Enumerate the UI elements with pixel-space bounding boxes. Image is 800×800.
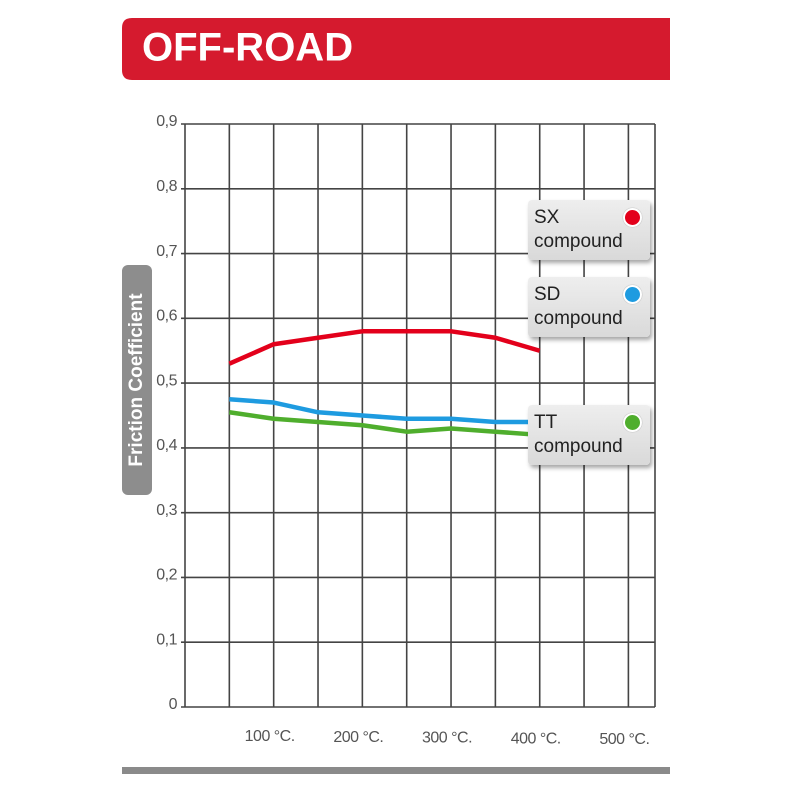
y-tick-label: 0,7 <box>156 243 177 260</box>
series-line <box>228 329 541 366</box>
legend-item: SD compound <box>528 277 650 337</box>
y-label-box <box>122 265 152 495</box>
x-tick-label: 200 °C. <box>333 729 383 746</box>
legend-label: TT compound <box>534 412 623 457</box>
y-tick-label: 0,5 <box>156 372 177 389</box>
y-tick-label: 0,9 <box>156 113 177 130</box>
legend-swatch <box>623 285 642 304</box>
x-tick-label: 100 °C. <box>245 728 295 745</box>
x-tick-label: 500 °C. <box>599 731 649 748</box>
legend-swatch <box>623 208 642 227</box>
y-tick-label: 0,4 <box>156 437 177 454</box>
y-tick-label: 0,6 <box>156 308 177 325</box>
legend-item: SX compound <box>528 200 650 260</box>
x-tick-label: 300 °C. <box>422 730 472 747</box>
legend-swatch <box>623 413 642 432</box>
chart-title: OFF-ROAD <box>142 26 353 70</box>
y-tick-label: 0 <box>169 696 178 713</box>
x-tick-label: 400 °C. <box>511 730 561 747</box>
y-tick-label: 0,3 <box>156 502 177 519</box>
y-axis-label: Friction Coefficient <box>126 293 147 467</box>
series-line <box>229 397 540 425</box>
y-tick-label: 0,8 <box>156 178 177 195</box>
y-tick-label: 0,1 <box>156 631 177 648</box>
y-tick-label: 0,2 <box>156 567 177 584</box>
legend-label: SD compound <box>534 284 623 329</box>
bottom-rule <box>122 767 670 774</box>
series-line <box>229 410 540 438</box>
legend-label: SX compound <box>534 207 623 252</box>
title-banner <box>122 18 670 80</box>
legend-item: TT compound <box>528 405 650 465</box>
